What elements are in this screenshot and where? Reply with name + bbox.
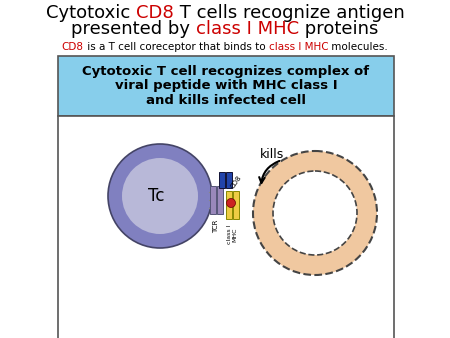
Bar [58, 116, 394, 338]
Text: presented by: presented by [72, 20, 196, 38]
Circle shape [253, 151, 377, 275]
Text: kills: kills [260, 148, 284, 161]
Bar [219, 172, 225, 188]
Bar [226, 172, 232, 188]
Text: CD8: CD8 [62, 42, 84, 52]
Circle shape [108, 144, 212, 248]
Bar [233, 191, 239, 219]
Bar [217, 186, 223, 214]
Circle shape [122, 158, 198, 234]
Text: molecules.: molecules. [328, 42, 388, 52]
Text: proteins: proteins [299, 20, 378, 38]
Text: class I MHC: class I MHC [269, 42, 328, 52]
Bar [210, 186, 216, 214]
Circle shape [273, 171, 357, 255]
Text: Cytotoxic T cell recognizes complex of
viral peptide with MHC class I
and kills : Cytotoxic T cell recognizes complex of v… [82, 65, 369, 107]
Text: CD8: CD8 [230, 174, 243, 189]
Text: class I
MHC: class I MHC [227, 225, 238, 244]
Text: is a T cell coreceptor that binds to: is a T cell coreceptor that binds to [84, 42, 269, 52]
Bar [58, 56, 394, 116]
Circle shape [226, 198, 235, 208]
Text: Tc: Tc [148, 187, 164, 205]
Text: TCR: TCR [213, 220, 219, 233]
Bar [226, 191, 232, 219]
Text: CD8: CD8 [136, 4, 174, 22]
Text: T cells recognize antigen: T cells recognize antigen [174, 4, 404, 22]
Text: Cytotoxic: Cytotoxic [46, 4, 136, 22]
Text: class I MHC: class I MHC [196, 20, 299, 38]
